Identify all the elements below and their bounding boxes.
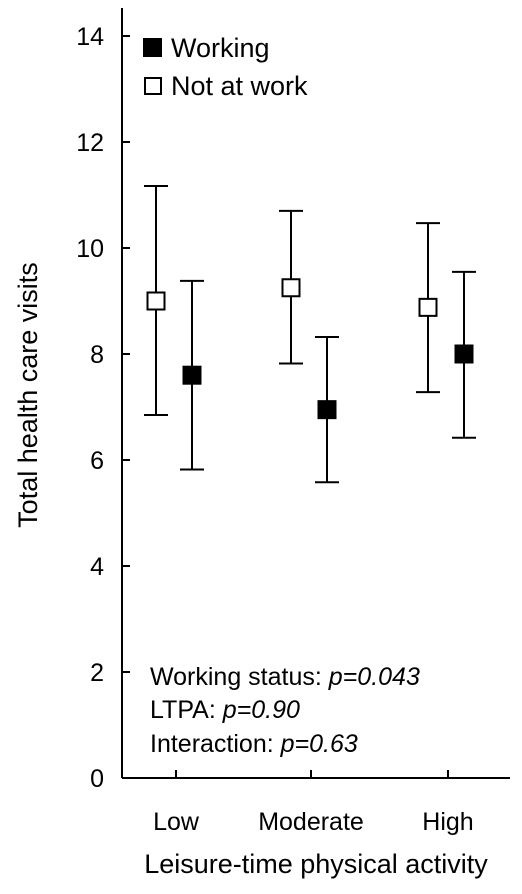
- x-tick-label: Low: [153, 808, 200, 836]
- y-tick-label: 8: [90, 341, 104, 369]
- annotation-working-status-value: p=0.043: [328, 663, 420, 691]
- y-tick-label: 2: [90, 659, 104, 687]
- annotation-interaction-value: p=0.63: [280, 730, 358, 758]
- not-at-work-marker: [418, 297, 438, 317]
- y-tick-label: 10: [76, 235, 104, 263]
- working-point-group: [315, 336, 339, 484]
- x-axis-ticks: Low Moderate High: [153, 770, 474, 836]
- working-marker: [454, 344, 474, 364]
- annotation-interaction: Interaction: p=0.63: [150, 730, 358, 758]
- annotation-working-status: Working status: p=0.043: [150, 663, 420, 691]
- working-marker: [182, 365, 202, 385]
- working-marker: [317, 400, 337, 420]
- not-at-work-point-group: [144, 184, 168, 416]
- y-axis-title: Total health care visits: [13, 262, 43, 528]
- legend-working-label: Working: [171, 33, 270, 63]
- legend-not-at-work-marker: [144, 77, 162, 95]
- stats-annotation: Working status: p=0.043 LTPA: p=0.90 Int…: [150, 663, 420, 758]
- x-tick-label: Moderate: [258, 808, 364, 836]
- annotation-ltpa-value: p=0.90: [222, 696, 300, 724]
- annotation-interaction-label: Interaction:: [150, 730, 281, 758]
- y-tick-label: 14: [76, 23, 104, 51]
- working-point-group: [452, 270, 476, 439]
- not-at-work-point-group: [416, 222, 440, 394]
- not-at-work-point-group: [279, 209, 303, 365]
- legend-working-marker: [143, 38, 162, 57]
- annotation-ltpa-label: LTPA:: [150, 696, 223, 724]
- y-tick-label: 0: [90, 765, 104, 793]
- x-axis-title: Leisure-time physical activity: [144, 849, 488, 879]
- legend: Working Not at work: [143, 33, 308, 101]
- annotation-ltpa: LTPA: p=0.90: [150, 696, 300, 724]
- not-at-work-marker: [281, 278, 301, 298]
- legend-not-at-work-label: Not at work: [171, 71, 308, 101]
- y-tick-label: 12: [76, 129, 104, 157]
- y-tick-label: 4: [90, 553, 104, 581]
- y-axis-ticks: 0 2 4 6 8 10 12 14: [76, 23, 130, 793]
- y-tick-label: 6: [90, 447, 104, 475]
- working-point-group: [180, 279, 204, 471]
- x-tick-label: High: [422, 808, 473, 836]
- data-series: [144, 184, 476, 484]
- annotation-working-status-label: Working status:: [150, 663, 329, 691]
- not-at-work-marker: [146, 291, 166, 311]
